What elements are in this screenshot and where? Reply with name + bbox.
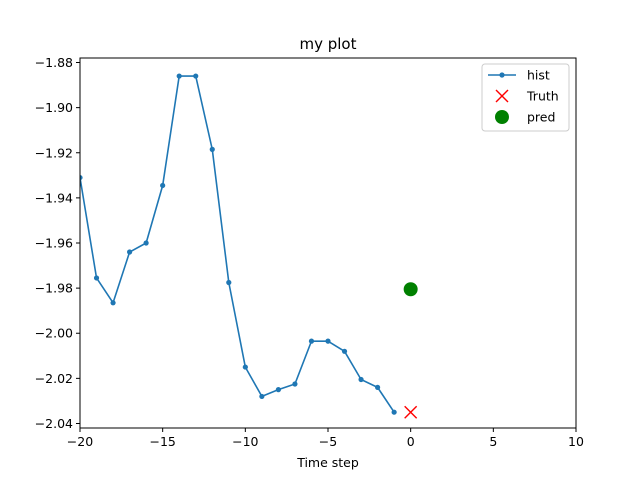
x-tick-label: −5 <box>319 434 337 449</box>
hist-point <box>242 364 248 370</box>
legend-entry-hist: hist <box>488 68 550 83</box>
hist-series-line <box>80 75 395 413</box>
hist-point <box>292 381 298 387</box>
y-tick-label: −2.00 <box>35 326 73 341</box>
truth-marker <box>404 405 418 419</box>
hist-point <box>226 279 232 286</box>
hist-point <box>110 300 116 306</box>
y-tick-label: −1.90 <box>35 100 73 115</box>
hist-point <box>275 387 281 393</box>
hist-point <box>143 240 149 246</box>
pred-marker <box>403 282 418 297</box>
hist-point <box>193 73 199 79</box>
x-tick-label: 0 <box>407 434 415 449</box>
hist-point <box>80 174 83 181</box>
y-tick-label: −1.96 <box>35 236 73 251</box>
hist-point <box>209 146 215 152</box>
legend-label: pred <box>527 110 555 125</box>
y-tick-label: −1.94 <box>35 190 73 205</box>
hist-point <box>176 73 182 79</box>
legend-label: Truth <box>526 89 559 104</box>
chart-title: my plot <box>299 35 356 53</box>
legend-entry-truth: Truth <box>495 89 559 104</box>
x-axis-label: Time step <box>296 455 359 470</box>
x-tick-label: 5 <box>489 434 497 449</box>
legend-entry-pred: pred <box>495 110 555 125</box>
x-tick-label: −15 <box>149 434 175 449</box>
hist-point <box>127 249 133 255</box>
x-tick-label: −20 <box>67 434 93 449</box>
x-tick-label: −10 <box>232 434 258 449</box>
legend: hist Truth pred <box>481 63 570 132</box>
y-axis: −1.88 −1.90 −1.92 −1.94 −1.96 −1.98 −2.00 −2.02… <box>35 55 80 431</box>
hist-point <box>308 338 315 344</box>
hist-point <box>259 393 265 400</box>
hist-point <box>93 275 100 281</box>
x-axis: −20 −15 −10 −5 0 5 10 <box>67 428 584 449</box>
hist-point <box>325 338 331 344</box>
x-tick-label: 10 <box>568 434 584 449</box>
hist-point <box>341 348 348 354</box>
y-tick-label: −1.92 <box>35 145 73 160</box>
hist-point <box>391 409 397 415</box>
y-tick-label: −1.98 <box>35 281 73 296</box>
hist-point <box>375 384 381 390</box>
legend-label: hist <box>527 68 550 83</box>
hist-point <box>160 182 166 189</box>
y-tick-label: −2.02 <box>35 371 73 386</box>
y-tick-label: −1.88 <box>35 55 73 70</box>
y-tick-label: −2.04 <box>35 416 73 431</box>
plot-area <box>80 73 418 419</box>
hist-point <box>358 376 364 383</box>
